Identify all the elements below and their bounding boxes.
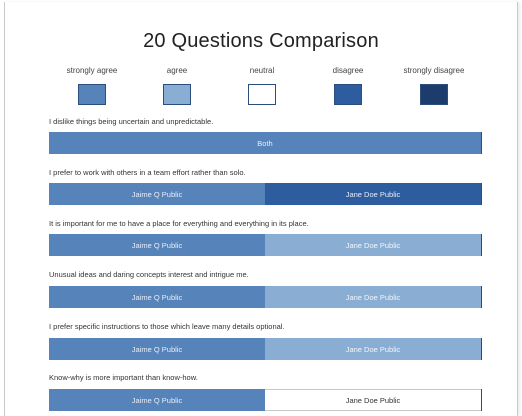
response-bar: Both [49, 132, 482, 154]
response-bar: Jaime Q Public Jane Doe Public [49, 338, 482, 360]
response-segment: Jaime Q Public [49, 338, 265, 360]
legend-swatch [163, 84, 191, 105]
response-segment: Jane Doe Public [265, 183, 481, 205]
question-text: I prefer to work with others in a team e… [49, 168, 246, 177]
question-text: It is important for me to have a place f… [49, 219, 309, 228]
legend-swatch [78, 84, 106, 105]
legend-item: strongly disagree [389, 66, 479, 105]
legend-label: strongly agree [66, 66, 118, 75]
response-bar: Jaime Q Public Jane Doe Public [49, 389, 482, 411]
question-text: Unusual ideas and daring concepts intere… [49, 270, 249, 279]
legend-item: agree [132, 66, 222, 105]
response-bar: Jaime Q Public Jane Doe Public [49, 183, 482, 205]
legend-label: agree [166, 66, 188, 75]
response-bar: Jaime Q Public Jane Doe Public [49, 286, 482, 308]
response-segment: Both [49, 132, 481, 154]
legend-item: neutral [217, 66, 307, 105]
response-segment: Jane Doe Public [265, 338, 481, 360]
response-segment: Jaime Q Public [49, 183, 265, 205]
legend-item: disagree [303, 66, 393, 105]
response-segment: Jaime Q Public [49, 234, 265, 256]
legend-swatch [248, 84, 276, 105]
response-segment: Jane Doe Public [265, 389, 481, 411]
question-text: Know-why is more important than know-how… [49, 373, 198, 382]
question-text: I prefer specific instructions to those … [49, 322, 285, 331]
response-bar: Jaime Q Public Jane Doe Public [49, 234, 482, 256]
legend-swatch [420, 84, 448, 105]
legend-label: disagree [332, 66, 364, 75]
response-segment: Jaime Q Public [49, 389, 265, 411]
legend-label: neutral [249, 66, 275, 75]
legend-item: strongly agree [47, 66, 137, 105]
legend-swatch [334, 84, 362, 105]
legend-label: strongly disagree [403, 66, 465, 75]
response-segment: Jaime Q Public [49, 286, 265, 308]
report-page: 20 Questions Comparison strongly agree ag… [4, 2, 518, 416]
question-text: I dislike things being uncertain and unp… [49, 117, 214, 126]
response-segment: Jane Doe Public [265, 234, 481, 256]
page-title: 20 Questions Comparison [143, 30, 379, 52]
response-segment: Jane Doe Public [265, 286, 481, 308]
